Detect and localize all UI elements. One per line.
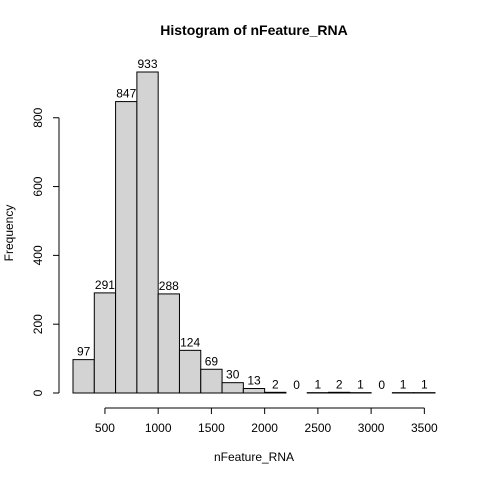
bar-count-label: 1: [400, 378, 407, 392]
x-tick-label: 2000: [251, 421, 278, 435]
bar-count-label: 2: [336, 377, 343, 391]
y-axis-label: Frequency: [2, 205, 16, 262]
y-tick-label: 400: [31, 245, 45, 265]
histogram-bar: [221, 382, 244, 394]
bar-count-label: 933: [138, 57, 158, 71]
x-tick-label: 3000: [358, 421, 385, 435]
y-tick-label: 800: [31, 107, 45, 127]
bar-count-label: 97: [77, 345, 91, 359]
bar-count-label: 1: [357, 378, 364, 392]
bar-count-label: 1: [315, 378, 322, 392]
bar-count-label: 1: [421, 378, 428, 392]
bar-count-label: 291: [95, 278, 115, 292]
y-tick-label: 600: [31, 176, 45, 196]
x-tick-label: 500: [95, 421, 115, 435]
histogram-bar: [264, 391, 287, 394]
x-tick-label: 3500: [411, 421, 438, 435]
bar-count-label: 2: [272, 377, 279, 391]
histogram-bar: [93, 292, 117, 394]
bar-count-label: 0: [378, 378, 385, 392]
histogram-bar: [328, 391, 351, 394]
chart-title: Histogram of nFeature_RNA: [160, 22, 347, 38]
y-tick-label: 0: [31, 389, 45, 396]
bars-group: [72, 71, 436, 394]
x-tick-label: 2500: [305, 421, 332, 435]
x-axis: 500 1000 1500 2000 2500 3000 3500: [95, 407, 438, 435]
histogram-bar: [242, 388, 266, 394]
histogram-bar: [72, 359, 95, 394]
bar-count-label: 13: [247, 374, 261, 388]
histogram-bar: [115, 101, 138, 394]
x-tick-label: 1500: [198, 421, 225, 435]
y-tick-label: 200: [31, 314, 45, 334]
histogram-bar: [136, 71, 159, 394]
histogram-bar: [178, 349, 202, 394]
bar-count-label: 288: [159, 279, 179, 293]
histogram-bar: [200, 368, 223, 394]
bar-count-label: 0: [293, 378, 300, 392]
bar-count-label: 30: [226, 368, 240, 382]
x-tick-label: 1000: [145, 421, 172, 435]
bar-count-label: 124: [180, 335, 200, 349]
bar-count-label: 69: [205, 354, 219, 368]
x-axis-label: nFeature_RNA: [214, 450, 294, 464]
y-axis: 0 200 400 600 800: [31, 107, 60, 396]
bar-count-label: 847: [116, 87, 136, 101]
histogram-bar: [157, 293, 180, 394]
